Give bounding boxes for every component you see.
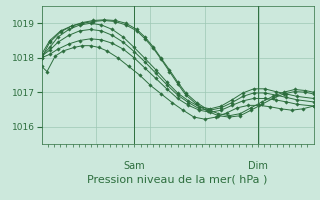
Text: Dim: Dim <box>248 161 268 171</box>
Text: Sam: Sam <box>123 161 145 171</box>
X-axis label: Pression niveau de la mer( hPa ): Pression niveau de la mer( hPa ) <box>87 174 268 184</box>
